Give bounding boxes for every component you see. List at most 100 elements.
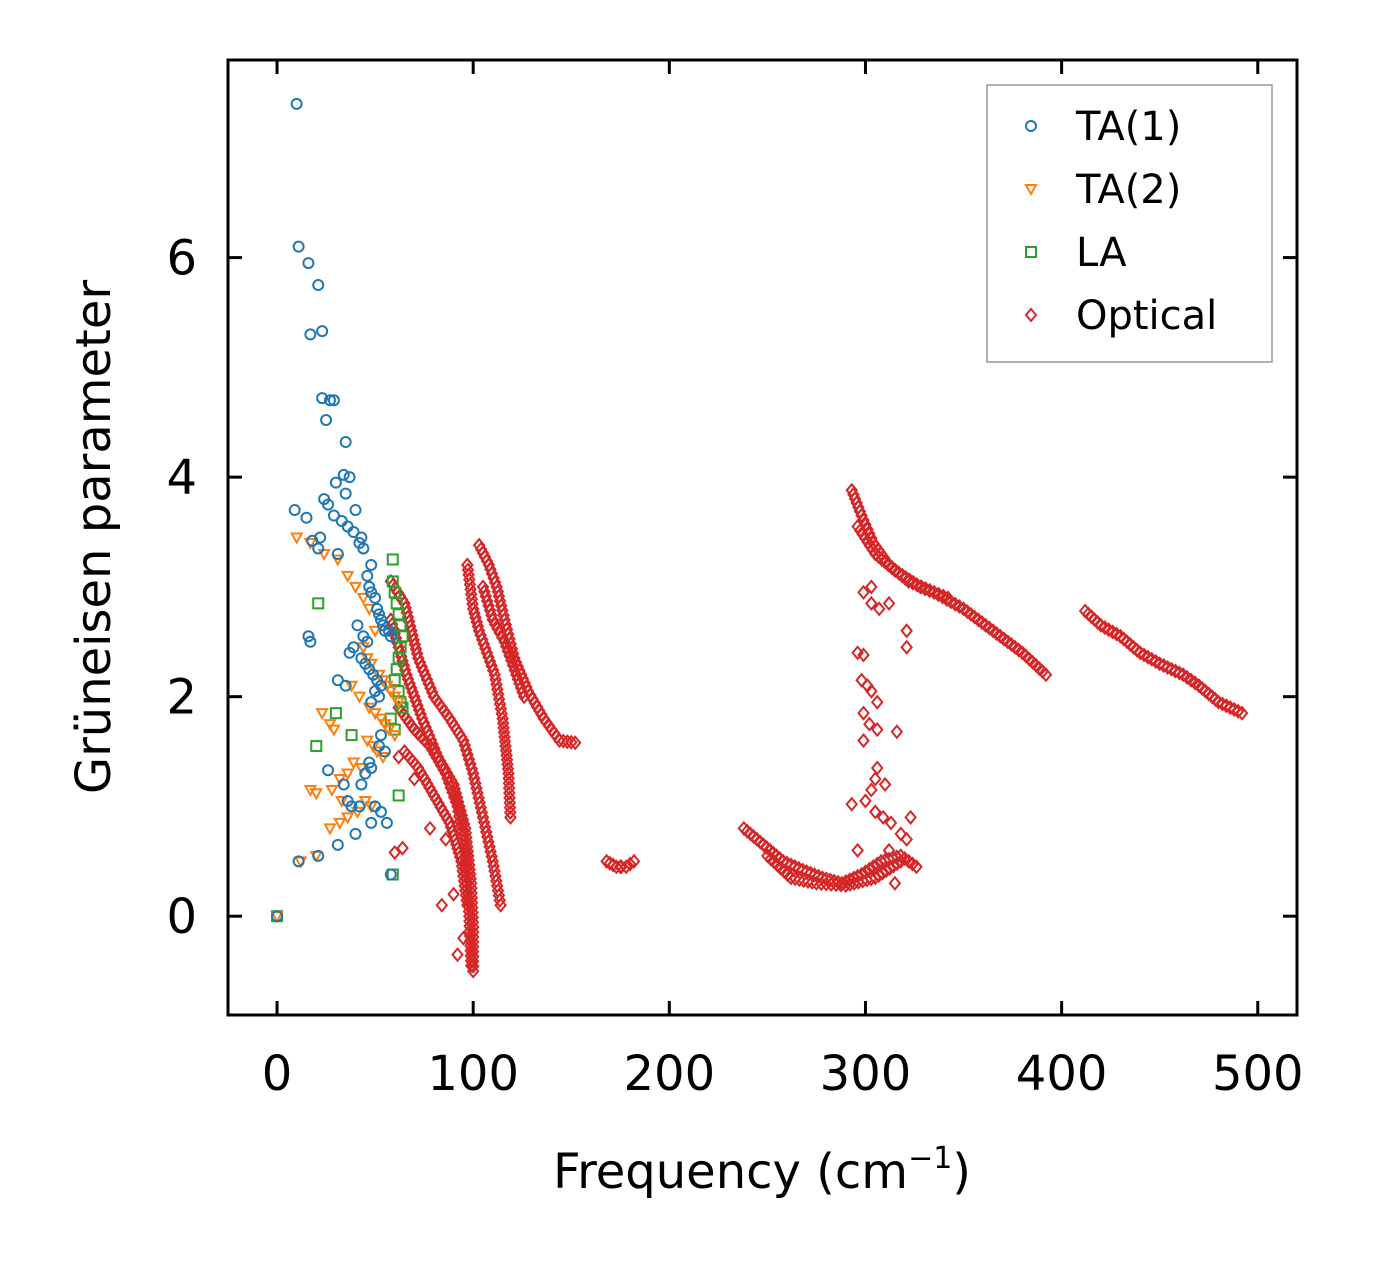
data-point (868, 804, 882, 820)
data-point (344, 680, 359, 693)
data-point (463, 923, 477, 939)
data-point (396, 701, 409, 714)
data-point (610, 859, 623, 875)
data-point (322, 498, 335, 511)
data-point (349, 504, 362, 517)
legend-label: TA(1) (1075, 104, 1181, 150)
data-point (500, 747, 513, 763)
data-point (810, 875, 823, 891)
data-point (834, 877, 848, 893)
data-point (503, 800, 517, 816)
data-point (876, 809, 890, 825)
data-point (388, 730, 402, 743)
series-optical (384, 482, 1249, 979)
data-point (306, 534, 319, 547)
data-point (865, 595, 878, 611)
data-point (355, 531, 368, 544)
data-point (894, 853, 908, 869)
x-axis-label: Frequency (cm−1) (553, 1141, 971, 1200)
data-point (348, 581, 363, 594)
data-point (384, 630, 397, 643)
x-tick-label: 500 (1212, 1046, 1304, 1102)
data-point (289, 532, 304, 545)
plot-marks (270, 97, 1249, 979)
x-tick-label: 200 (624, 1046, 716, 1102)
data-point (464, 958, 478, 974)
data-point (855, 507, 868, 524)
data-point (1039, 667, 1053, 683)
data-point (491, 621, 504, 637)
data-point (462, 908, 476, 924)
data-point (868, 771, 882, 787)
data-point (463, 933, 477, 949)
data-point (503, 785, 516, 801)
data-point (561, 734, 574, 750)
legend-label: TA(2) (1075, 167, 1181, 213)
data-point (496, 711, 509, 727)
data-point (300, 511, 313, 524)
data-point (788, 871, 802, 887)
data-point (805, 874, 819, 890)
data-point (619, 859, 633, 875)
data-point (302, 257, 315, 270)
data-point (797, 872, 810, 889)
data-point (502, 775, 516, 791)
data-point (603, 855, 617, 871)
data-point (1235, 705, 1249, 721)
y-tick-label: 6 (166, 231, 197, 287)
data-point (910, 859, 923, 875)
data-point (325, 784, 339, 798)
data-point (502, 780, 516, 796)
data-point (384, 712, 397, 725)
data-point (331, 674, 344, 687)
data-point (304, 635, 317, 648)
data-point (498, 733, 512, 750)
data-point (878, 776, 892, 793)
data-point (870, 694, 884, 710)
data-point (460, 897, 474, 913)
legend-marker (1025, 120, 1037, 132)
data-point (331, 838, 344, 851)
data-point (497, 720, 510, 736)
series-la (271, 553, 409, 923)
data-point (870, 722, 884, 738)
x-tick-label: 100 (427, 1046, 519, 1102)
data-point (493, 892, 507, 908)
data-point (600, 853, 613, 869)
data-point (557, 733, 570, 749)
data-point (501, 756, 514, 772)
data-point (374, 729, 387, 742)
data-point (829, 877, 843, 893)
data-point (345, 729, 358, 742)
data-point (564, 734, 578, 750)
data-point (824, 876, 838, 892)
data-point (352, 691, 367, 704)
series-ta-1- (271, 97, 397, 923)
data-point (380, 816, 393, 829)
data-point (384, 868, 397, 881)
data-point (369, 591, 382, 604)
data-point (337, 468, 350, 481)
data-point (485, 607, 498, 623)
data-point (357, 542, 370, 555)
data-point (494, 897, 507, 913)
data-point (460, 892, 473, 908)
legend-item: Optical (1024, 293, 1217, 339)
data-point (865, 782, 878, 798)
data-point (496, 715, 510, 731)
data-point (890, 856, 904, 872)
data-point (271, 910, 284, 923)
data-point (890, 724, 904, 740)
data-point (373, 690, 386, 703)
data-point (894, 826, 908, 842)
legend-marker (1024, 307, 1038, 323)
data-point (435, 897, 449, 913)
legend-marker (1024, 184, 1038, 197)
data-point (627, 853, 641, 869)
data-point (312, 597, 325, 610)
data-point (290, 97, 303, 110)
data-point (288, 504, 301, 517)
data-point (497, 724, 511, 740)
x-tick-label: 400 (1016, 1046, 1108, 1102)
data-point (317, 548, 331, 562)
